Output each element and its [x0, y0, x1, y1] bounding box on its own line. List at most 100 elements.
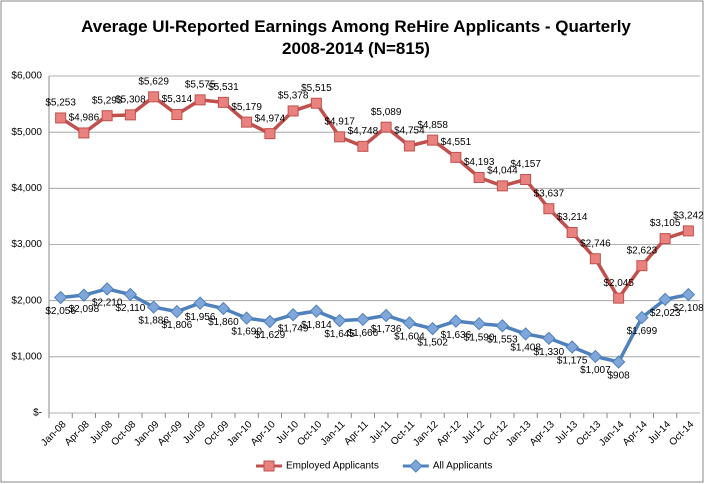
data-point	[425, 321, 440, 336]
data-label: $5,378	[278, 91, 309, 102]
data-label: $1,806	[162, 320, 193, 331]
data-label: $2,098	[69, 304, 100, 315]
data-label: $1,408	[510, 343, 541, 354]
data-point	[495, 319, 510, 333]
data-point	[613, 292, 625, 304]
data-label: $2,110	[115, 303, 145, 314]
data-point	[146, 300, 161, 314]
data-point	[403, 140, 415, 152]
data-point	[264, 128, 276, 140]
data-label: $4,044	[487, 166, 518, 177]
data-point	[101, 110, 113, 122]
data-label: $4,917	[324, 116, 355, 127]
data-label: $4,193	[464, 157, 495, 168]
data-label: $1,666	[348, 328, 379, 339]
data-label: $2,045	[603, 278, 634, 289]
data-point	[171, 109, 183, 121]
data-label: $908	[608, 371, 631, 382]
y-tick-label: $-	[33, 408, 42, 419]
data-point	[217, 96, 229, 108]
data-label: $3,214	[557, 212, 588, 223]
data-label: $1,629	[255, 330, 286, 341]
data-label: $1,736	[371, 324, 402, 335]
legend-marker	[409, 459, 423, 473]
data-point	[589, 253, 601, 265]
data-label: $1,502	[417, 337, 448, 348]
data-label: $5,293	[92, 95, 123, 106]
data-point	[449, 314, 463, 328]
data-label: $5,089	[371, 107, 402, 118]
data-label: $2,746	[580, 238, 611, 249]
data-label: $1,860	[208, 317, 239, 328]
data-point	[635, 310, 649, 325]
data-point	[241, 116, 253, 128]
data-point	[565, 340, 579, 354]
data-label: $1,956	[185, 312, 216, 323]
data-label: $2,108	[673, 303, 704, 314]
data-point	[263, 314, 277, 329]
legend-label: Employed Applicants	[286, 461, 379, 472]
data-label: $1,330	[534, 347, 565, 358]
data-point	[239, 311, 254, 325]
data-label: $1,007	[580, 365, 611, 376]
data-point	[194, 94, 206, 106]
data-point	[356, 312, 370, 327]
data-label: $5,179	[231, 102, 262, 113]
data-point	[334, 131, 346, 143]
series-line	[59, 94, 689, 302]
data-point	[611, 355, 626, 369]
data-label: $2,023	[650, 308, 681, 319]
data-point	[332, 313, 347, 328]
data-label: $1,604	[394, 332, 425, 343]
data-label: $1,699	[627, 326, 658, 337]
data-label: $4,754	[394, 126, 425, 137]
data-label: $4,551	[441, 137, 472, 148]
legend-label: All Applicants	[433, 461, 492, 472]
data-point	[402, 316, 417, 330]
data-point	[193, 296, 207, 310]
data-label: $5,253	[45, 98, 76, 109]
series-line	[60, 287, 689, 365]
data-point	[520, 174, 532, 186]
y-tick-label: $4,000	[11, 183, 42, 194]
data-point	[216, 301, 231, 316]
data-point	[473, 171, 485, 183]
data-label: $4,974	[255, 113, 286, 124]
data-label: $5,575	[185, 80, 216, 91]
data-point	[77, 288, 91, 302]
data-point	[309, 304, 324, 318]
data-label: $3,242	[673, 211, 704, 222]
data-label: $1,690	[231, 327, 262, 338]
y-tick-label: $2,000	[11, 295, 42, 306]
data-label: $1,175	[557, 356, 588, 367]
data-point	[380, 121, 392, 133]
data-point	[659, 233, 671, 245]
data-point	[287, 105, 299, 117]
data-label: $1,645	[324, 329, 355, 340]
data-point	[357, 140, 369, 152]
y-tick-label: $6,000	[11, 71, 42, 82]
data-point	[427, 134, 439, 146]
data-label: $5,308	[115, 95, 146, 106]
data-label: $2,623	[627, 245, 658, 256]
y-tick-label: $1,000	[11, 351, 42, 362]
data-label: $5,314	[162, 94, 193, 105]
data-point	[658, 292, 672, 307]
data-point	[636, 260, 648, 272]
data-label: $1,590	[464, 332, 495, 343]
data-label: $5,629	[138, 76, 169, 87]
y-tick-label: $5,000	[11, 127, 42, 138]
data-point	[588, 349, 603, 364]
data-point	[450, 151, 462, 163]
data-point	[100, 282, 114, 296]
data-label: $4,858	[417, 120, 448, 131]
data-point	[310, 97, 322, 109]
data-point	[170, 304, 184, 319]
data-point	[472, 316, 486, 331]
data-label: $1,636	[441, 330, 472, 341]
data-label: $1,886	[138, 316, 169, 327]
data-point	[286, 308, 300, 322]
data-point	[496, 180, 508, 192]
data-label: $4,986	[69, 113, 100, 124]
